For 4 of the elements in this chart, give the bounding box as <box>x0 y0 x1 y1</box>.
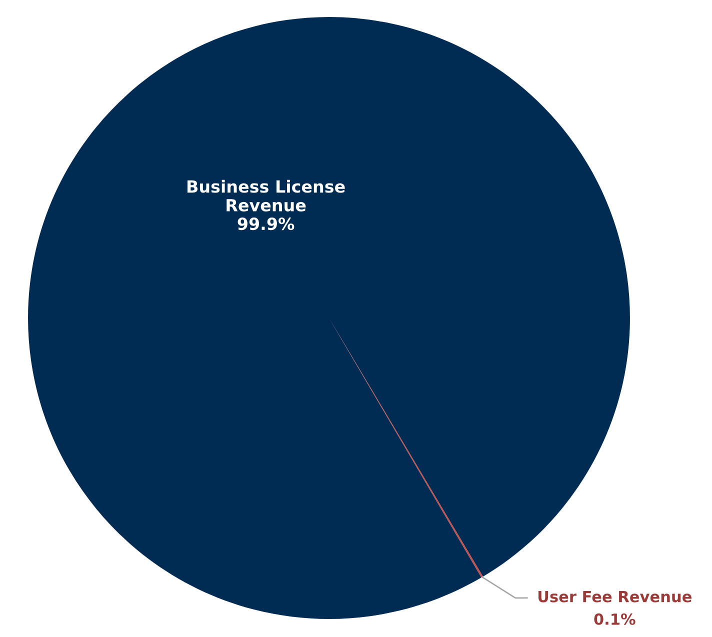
data-label: 99.9% <box>238 218 294 230</box>
slice-label: Business License Revenue <box>188 180 345 212</box>
slice-label: User Fee Revenue <box>538 590 692 602</box>
data-label: 0.1% <box>594 613 636 625</box>
